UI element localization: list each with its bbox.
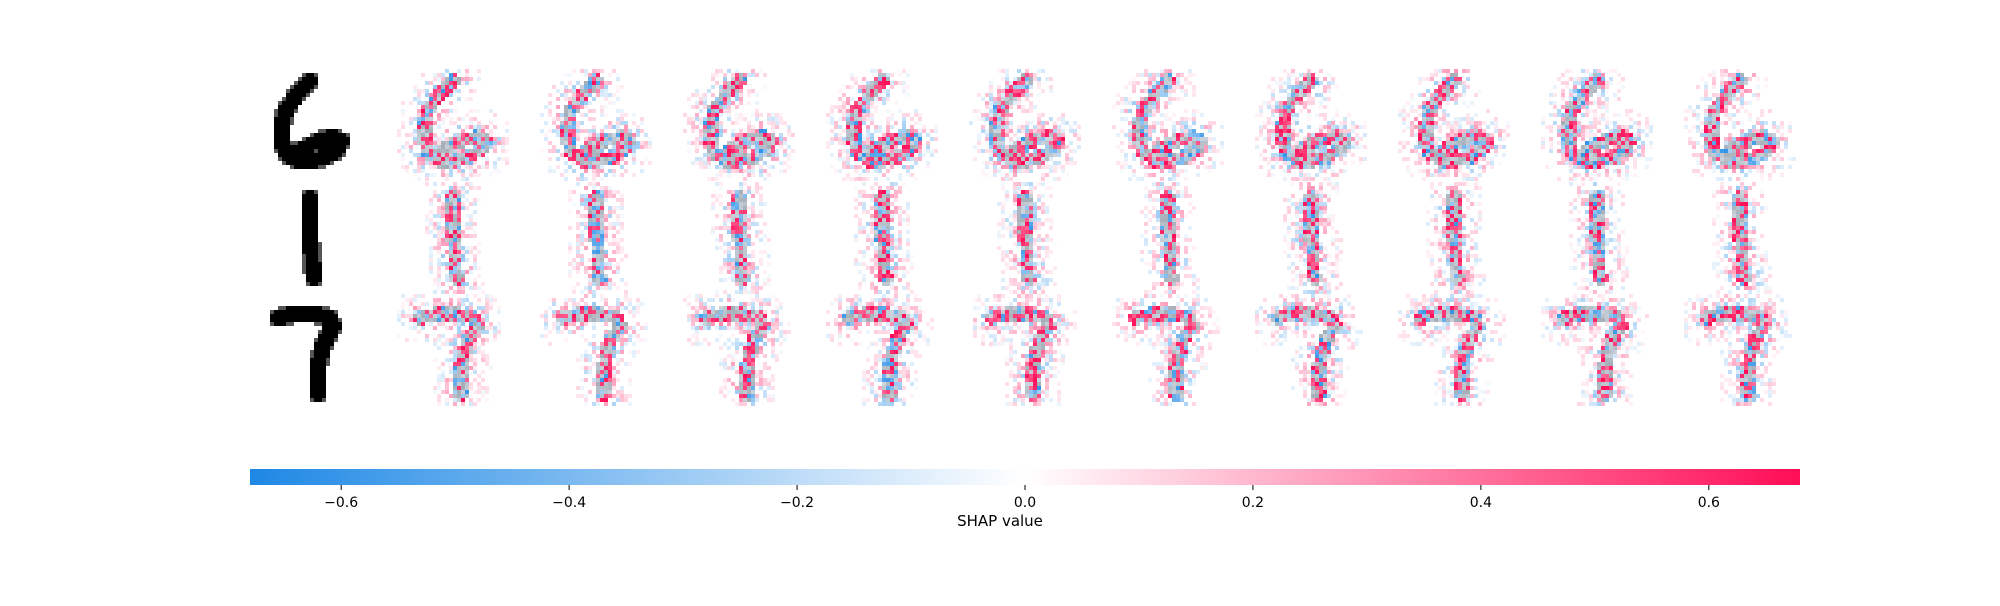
shap-map-digit-1-output-3	[854, 182, 914, 294]
shap-map-digit-1-output-9	[1712, 182, 1772, 294]
input-image-digit-6	[274, 73, 350, 169]
shap-map-digit-7-output-8	[1541, 294, 1649, 406]
shap-map-digit-1-output-2	[711, 182, 771, 294]
shap-map-digit-6-output-9	[1684, 69, 1796, 181]
shap-map-digit-7-output-4	[973, 294, 1077, 406]
colorbar-tick-label: 0.6	[1698, 495, 1720, 511]
colorbar-label: SHAP value	[957, 512, 1043, 530]
shap-map-digit-7-output-7	[1398, 294, 1506, 406]
colorbar-tick-label: −0.6	[324, 495, 358, 511]
input-image-digit-7	[270, 306, 342, 402]
shap-map-digit-7-output-1	[540, 294, 648, 406]
colorbar-tick-label: 0.4	[1470, 495, 1492, 511]
shap-map-digit-7-output-9	[1684, 294, 1792, 406]
shap-map-digit-7-output-3	[826, 294, 934, 406]
shap-map-digit-6-output-4	[969, 69, 1081, 181]
colorbar	[250, 469, 1800, 485]
shap-map-digit-1-output-7	[1426, 182, 1486, 294]
shap-map-digit-6-output-1	[540, 69, 652, 181]
shap-map-digit-6-output-8	[1541, 69, 1653, 181]
colorbar-ticks: −0.6 −0.4 −0.2 0.0 0.2 0.4 0.6	[324, 485, 1720, 511]
shap-map-digit-7-output-6	[1255, 294, 1363, 406]
colorbar-tick-label: −0.4	[552, 495, 586, 511]
shap-map-digit-6-output-0	[397, 69, 509, 181]
colorbar-tick-label: 0.0	[1014, 495, 1036, 511]
shap-map-digit-7-output-2	[683, 294, 791, 406]
shap-map-digit-6-output-3	[826, 69, 938, 181]
shap-map-digit-1-output-1	[568, 182, 628, 294]
shap-map-digit-7-output-5	[1112, 294, 1220, 406]
shap-map-digit-1-output-4	[997, 182, 1057, 294]
colorbar-gradient	[250, 469, 1800, 485]
shap-map-digit-6-output-5	[1112, 69, 1224, 181]
shap-map-digit-1-output-6	[1283, 182, 1343, 294]
colorbar-tick-label: −0.2	[780, 495, 814, 511]
image-grid	[270, 69, 1796, 406]
shap-map-digit-7-output-0	[397, 294, 501, 406]
shap-map-digit-6-output-7	[1398, 69, 1510, 181]
shap-map-digit-1-output-5	[1140, 182, 1200, 294]
input-image-digit-1	[302, 190, 322, 286]
shap-map-digit-6-output-6	[1255, 69, 1367, 181]
shap-map-digit-1-output-0	[425, 182, 485, 294]
shap-map-digit-6-output-2	[683, 69, 795, 181]
colorbar-tick-label: 0.2	[1242, 495, 1264, 511]
shap-map-digit-1-output-8	[1569, 182, 1629, 294]
